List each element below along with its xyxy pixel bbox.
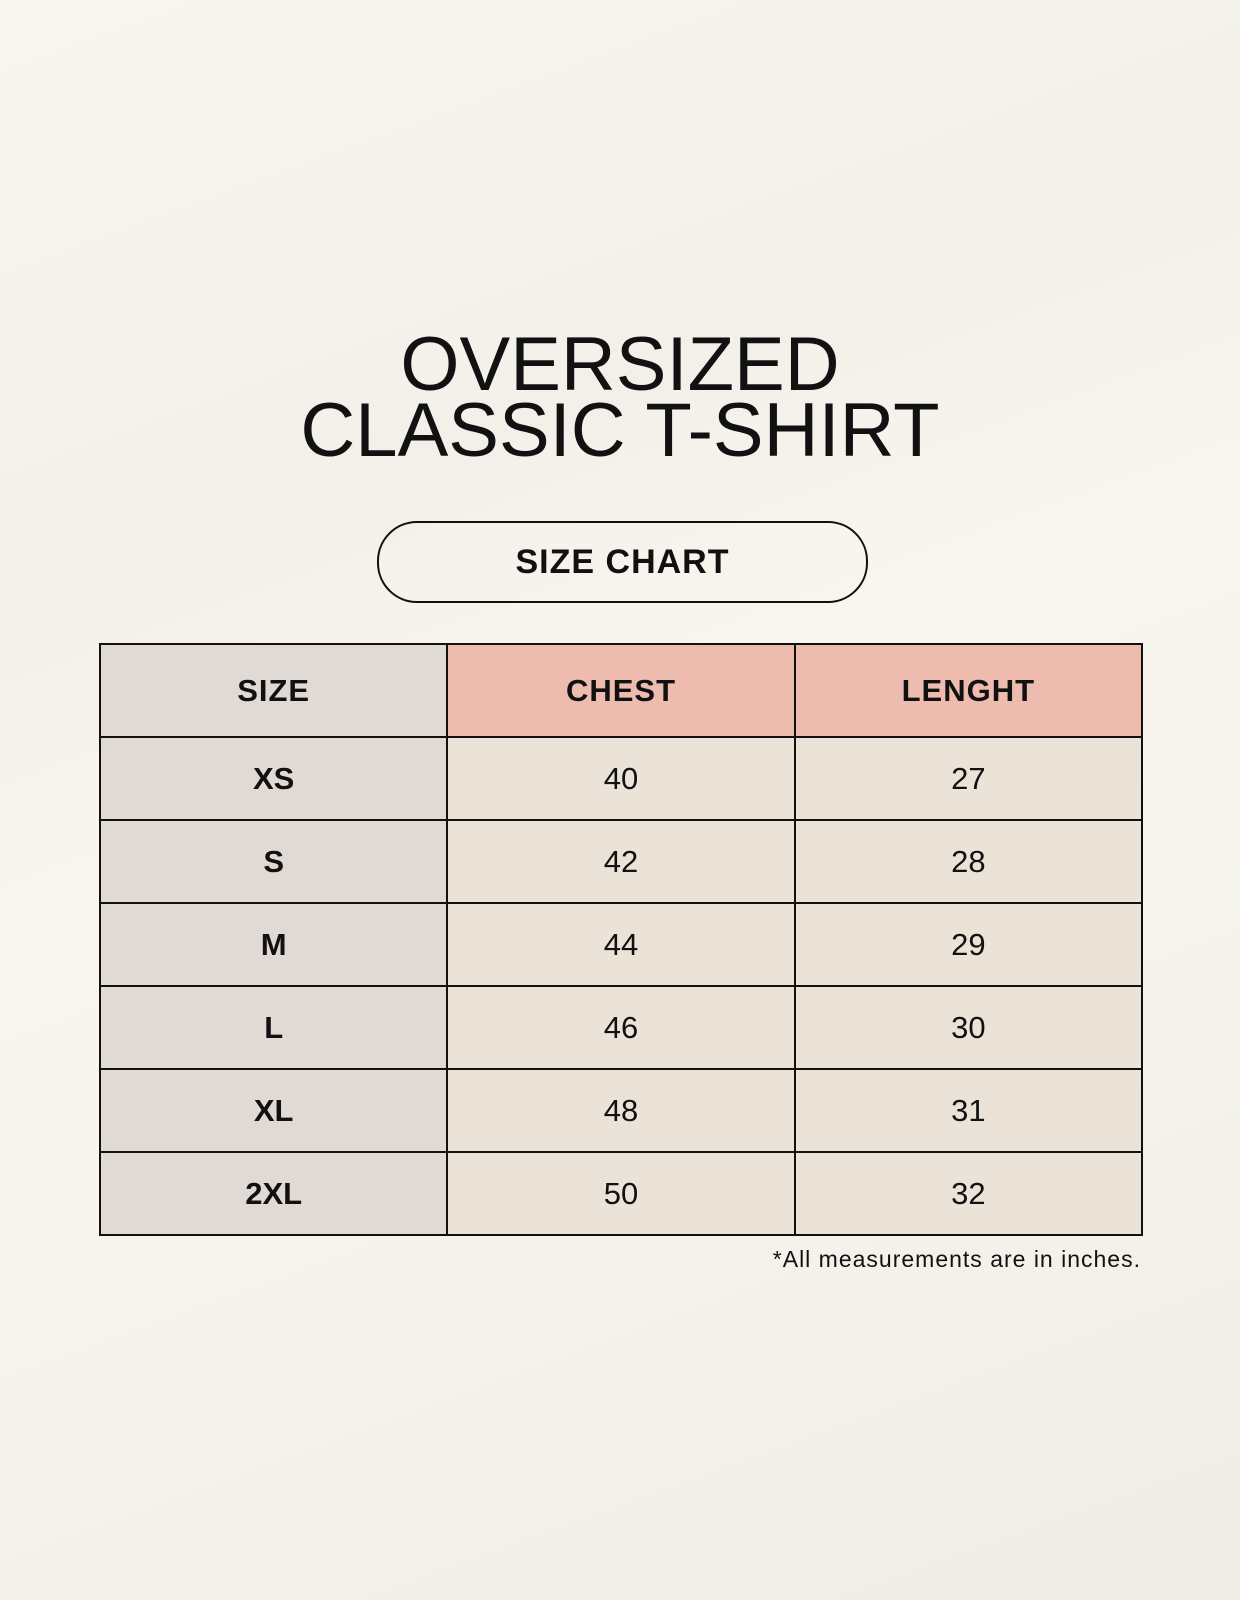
cell-chest: 50 [446,1151,796,1236]
cell-length: 27 [793,736,1144,821]
cell-size: 2XL [98,1151,449,1236]
table-row: XL 48 31 [98,1068,1144,1153]
size-chart-badge: SIZE CHART [377,521,868,603]
header-size: SIZE [98,643,449,738]
header-chest: CHEST [446,643,796,738]
cell-length: 31 [793,1068,1144,1153]
cell-length: 30 [793,985,1144,1070]
footnote: *All measurements are in inches. [772,1246,1141,1272]
table-row: S 42 28 [98,819,1144,904]
table-row: M 44 29 [98,902,1144,987]
header-length: LENGHT [793,643,1144,738]
table-row: 2XL 50 32 [98,1151,1144,1236]
size-table: SIZE CHEST LENGHT XS 40 27 S 42 28 M 44 29 L 46 30 X… [98,643,1144,1236]
cell-chest: 40 [446,736,796,821]
cell-size: S [98,819,449,904]
table-row: XS 40 27 [98,736,1144,821]
cell-size: M [98,902,449,987]
table-row: L 46 30 [98,985,1144,1070]
cell-length: 28 [793,819,1144,904]
title-line-1: OVERSIZED [400,322,840,407]
title-line-2: CLASSIC T-SHIRT [300,388,940,473]
cell-chest: 48 [446,1068,796,1153]
cell-chest: 46 [446,985,796,1070]
cell-size: XL [98,1068,449,1153]
table-header-row: SIZE CHEST LENGHT [98,643,1144,738]
cell-length: 32 [793,1151,1144,1236]
cell-chest: 42 [446,819,796,904]
cell-size: XS [98,736,449,821]
cell-length: 29 [793,902,1144,987]
page-title: OVERSIZED CLASSIC T-SHIRT [0,322,1240,473]
cell-chest: 44 [446,902,796,987]
cell-size: L [98,985,449,1070]
